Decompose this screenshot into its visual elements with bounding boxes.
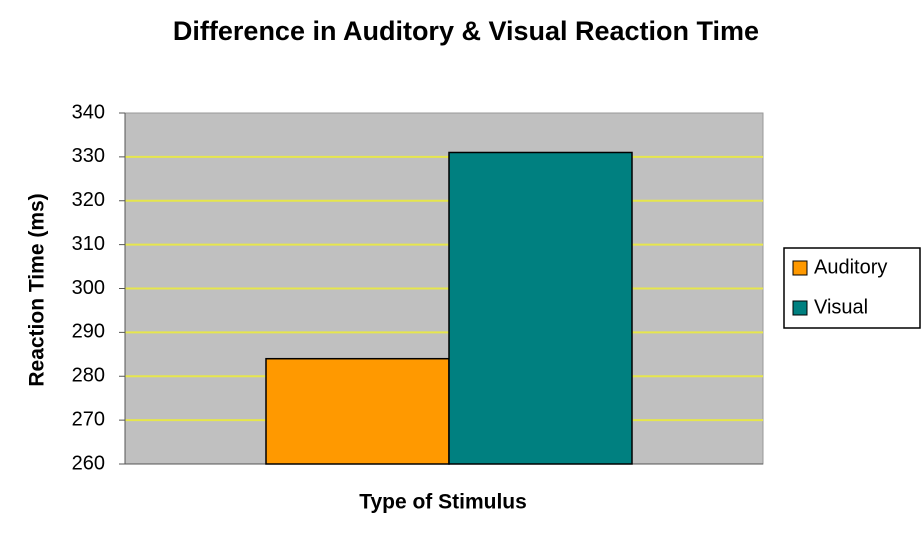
legend-swatch (792, 300, 808, 316)
legend-label: Auditory (814, 256, 887, 278)
y-tick-label: 280 (72, 365, 105, 387)
chart-title: Difference in Auditory & Visual Reaction… (173, 16, 759, 46)
y-tick-label: 300 (72, 277, 105, 299)
y-axis-title: Reaction Time (ms) (26, 193, 49, 386)
y-tick-label: 260 (72, 452, 105, 474)
bar (265, 357, 450, 465)
y-tick-label: 330 (72, 145, 105, 167)
legend-swatch (792, 260, 808, 276)
y-tick-label: 340 (72, 101, 105, 123)
y-tick-label: 270 (72, 408, 105, 430)
y-tick-label: 320 (72, 189, 105, 211)
y-tick-label: 290 (72, 321, 105, 343)
bar (448, 151, 633, 465)
legend-label: Visual (814, 296, 868, 318)
y-tick-label: 310 (72, 233, 105, 255)
x-axis-title: Type of Stimulus (359, 491, 527, 514)
